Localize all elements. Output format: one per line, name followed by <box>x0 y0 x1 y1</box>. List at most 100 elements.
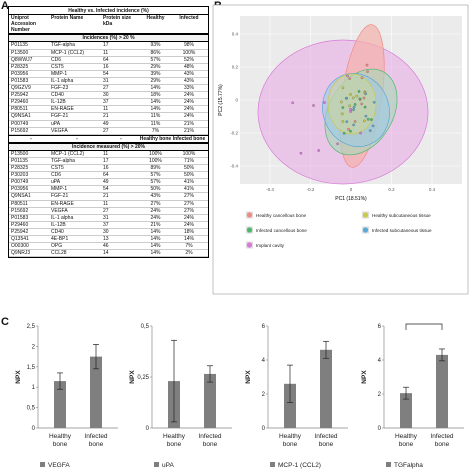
protein-name-cell: VEGFA <box>51 127 68 134</box>
pca-point <box>364 114 368 118</box>
accession-cell: P01135 <box>11 42 28 49</box>
pca-point <box>323 101 326 104</box>
y-axis-label: NPX <box>361 370 368 384</box>
pca-point <box>341 120 345 123</box>
pca-point <box>352 123 355 127</box>
legend-label: Healthy subcutaneous tissue <box>372 213 431 218</box>
pca-point <box>352 106 356 109</box>
table-row: Q9NSA1 FGF-21 21 43% 27% <box>9 193 208 201</box>
bar-chart-vegfa: 0 0,5 1 1,5 2 2,5 NPX Healthy bone Infected bone VE… <box>15 324 118 469</box>
bar <box>284 383 296 428</box>
protein-size-cell: 11 <box>103 150 109 157</box>
pca-y-tick-label: -0.4 <box>230 164 238 169</box>
y-tick-label: 0,25 <box>137 375 149 381</box>
healthy-cell: 14% <box>150 99 161 106</box>
accession-cell: P80511 <box>11 106 28 113</box>
accession-cell: P03956 <box>11 70 29 77</box>
accession-cell: Q13541 <box>11 236 29 242</box>
infected-cell: 43% <box>183 70 194 77</box>
y-tick-label: 2 <box>378 392 382 398</box>
pca-y-tick-label: -0.2 <box>230 131 238 136</box>
y-tick-label: 2,5 <box>27 324 36 330</box>
legend-swatch <box>362 212 369 218</box>
accession-cell: Q8WWJ7 <box>11 56 33 63</box>
pca-point <box>341 86 345 90</box>
table-row: P80511 EN-RAGE 11 14% 24% <box>9 106 208 114</box>
infected-cell: 7% <box>185 243 193 250</box>
protein-size-cell: 31 <box>103 214 109 221</box>
table-row: P29460 IL-12B 37 14% 24% <box>9 99 208 107</box>
protein-name-cell: MCP-1 (CCL2) <box>51 150 85 157</box>
healthy-cell: 57% <box>150 56 161 63</box>
healthy-cell: 43% <box>150 193 161 200</box>
sub-header-healthy: Healthy bone <box>139 135 172 142</box>
legend-swatch <box>246 242 253 248</box>
sub-header-cell: - <box>120 135 122 142</box>
table-row: P25942 CD40 30 18% 24% <box>9 92 208 100</box>
y-tick-label: 4 <box>262 358 266 364</box>
pca-point <box>364 92 368 96</box>
infected-cell: 33% <box>183 85 194 92</box>
protein-name-cell: CCL28 <box>51 250 67 257</box>
bar <box>54 381 66 428</box>
healthy-cell: 18% <box>150 92 161 99</box>
pca-y-tick-label: 0 <box>235 98 238 103</box>
pca-point <box>357 90 361 93</box>
ellipse-healthy-subcutaneous <box>327 73 377 135</box>
infected-cell: 27% <box>183 193 194 200</box>
pca-y-ticks: 0.4 0.2 0 -0.2 -0.4 <box>230 32 238 169</box>
category-label: Infected bone <box>84 433 108 448</box>
healthy-cell: 14% <box>150 85 161 92</box>
healthy-cell: 86% <box>150 49 161 56</box>
infected-cell: 18% <box>183 228 194 235</box>
healthy-cell: 11% <box>150 120 161 127</box>
pca-point <box>365 63 369 67</box>
pca-points <box>291 63 376 155</box>
protein-size-cell: 21 <box>103 193 109 200</box>
legend-swatch <box>246 212 253 218</box>
y-axis-label: NPX <box>129 370 136 384</box>
pca-point <box>340 100 343 104</box>
pca-point <box>347 128 350 131</box>
accession-cell: P01583 <box>11 77 29 84</box>
accession-cell: P15692 <box>11 207 29 214</box>
header-accession: Uniprot Accession Number <box>11 15 37 34</box>
pca-point <box>341 112 344 116</box>
protein-name-cell: 4E-BP1 <box>51 236 69 242</box>
protein-name-cell: MCP-1 (CCL2) <box>51 49 85 56</box>
accession-cell: P29460 <box>11 221 29 228</box>
healthy-cell: 14% <box>150 250 161 257</box>
accession-cell: P00749 <box>11 120 29 127</box>
pca-point <box>363 105 367 109</box>
healthy-cell: 27% <box>150 200 161 207</box>
pca-point <box>349 129 352 133</box>
pca-point <box>372 101 376 104</box>
healthy-cell: 14% <box>150 106 161 113</box>
protein-name-cell: CD6 <box>51 56 62 63</box>
protein-size-cell: 11 <box>103 200 109 207</box>
protein-size-cell: 13 <box>103 236 109 242</box>
pca-point <box>352 96 355 100</box>
table-row: P25942 CD40 30 14% 18% <box>9 229 208 236</box>
table-row: P13500 MCP-1 (CCL2) 11 100% 100% <box>9 151 208 158</box>
table-row: Q9NSA1 FGF-21 21 11% 24% <box>9 113 208 121</box>
table-title: Healthy vs. Infected incidence (%) <box>9 7 208 16</box>
y-tick-label: 1 <box>32 385 36 391</box>
table-row: P30203 CD6 64 57% 50% <box>9 172 208 180</box>
legend-label: Infected subcutaneous tissue <box>372 228 432 233</box>
pca-point <box>345 97 348 100</box>
table-row: P03956 MMP-1 54 39% 43% <box>9 71 208 78</box>
pca-point <box>299 151 303 155</box>
accession-cell: P01135 <box>11 157 28 164</box>
healthy-cell: 14% <box>150 236 161 242</box>
legend-label: Infected cancellous bone <box>256 228 307 233</box>
legend-label: uPA <box>162 462 174 469</box>
accession-cell: Q9NSA1 <box>11 113 31 120</box>
protein-name-cell: FGF-21 <box>51 113 69 120</box>
pca-point <box>360 102 364 106</box>
healthy-cell: 50% <box>150 186 161 193</box>
bar <box>400 393 412 428</box>
pca-point <box>317 149 321 152</box>
pca-point <box>369 129 372 132</box>
table-row: P01583 IL-1 alpha 31 24% 24% <box>9 215 208 222</box>
